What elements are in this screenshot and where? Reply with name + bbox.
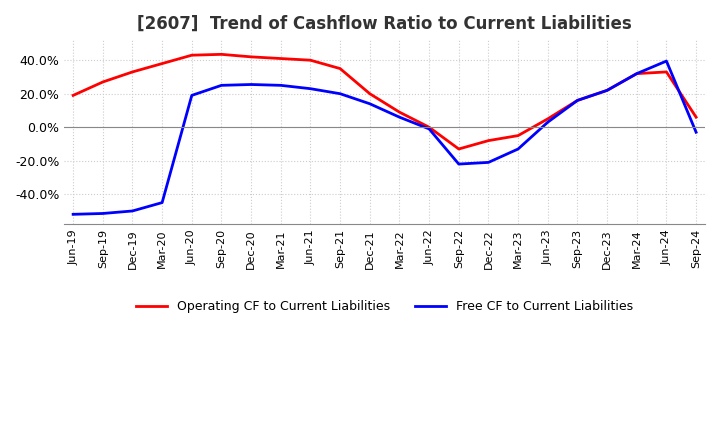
Free CF to Current Liabilities	[217, 83, 226, 88]
Free CF to Current Liabilities	[692, 130, 701, 135]
Operating CF to Current Liabilities	[128, 69, 137, 74]
Free CF to Current Liabilities	[662, 59, 671, 64]
Free CF to Current Liabilities	[366, 101, 374, 106]
Operating CF to Current Liabilities	[366, 91, 374, 96]
Free CF to Current Liabilities	[247, 82, 256, 87]
Operating CF to Current Liabilities	[603, 88, 611, 93]
Operating CF to Current Liabilities	[662, 69, 671, 74]
Free CF to Current Liabilities	[544, 120, 552, 125]
Operating CF to Current Liabilities	[544, 116, 552, 121]
Operating CF to Current Liabilities	[484, 138, 492, 143]
Free CF to Current Liabilities	[158, 200, 166, 205]
Free CF to Current Liabilities	[69, 212, 78, 217]
Free CF to Current Liabilities	[454, 161, 463, 167]
Operating CF to Current Liabilities	[425, 125, 433, 130]
Operating CF to Current Liabilities	[395, 110, 404, 115]
Title: [2607]  Trend of Cashflow Ratio to Current Liabilities: [2607] Trend of Cashflow Ratio to Curren…	[138, 15, 632, 33]
Free CF to Current Liabilities	[99, 211, 107, 216]
Operating CF to Current Liabilities	[187, 52, 196, 58]
Operating CF to Current Liabilities	[306, 58, 315, 63]
Legend: Operating CF to Current Liabilities, Free CF to Current Liabilities: Operating CF to Current Liabilities, Fre…	[131, 295, 639, 318]
Operating CF to Current Liabilities	[514, 133, 523, 138]
Free CF to Current Liabilities	[336, 91, 344, 96]
Operating CF to Current Liabilities	[69, 93, 78, 98]
Free CF to Current Liabilities	[395, 114, 404, 120]
Operating CF to Current Liabilities	[454, 147, 463, 152]
Free CF to Current Liabilities	[425, 126, 433, 132]
Free CF to Current Liabilities	[484, 160, 492, 165]
Operating CF to Current Liabilities	[158, 61, 166, 66]
Free CF to Current Liabilities	[306, 86, 315, 92]
Operating CF to Current Liabilities	[247, 54, 256, 59]
Operating CF to Current Liabilities	[336, 66, 344, 71]
Free CF to Current Liabilities	[187, 93, 196, 98]
Free CF to Current Liabilities	[632, 71, 641, 76]
Operating CF to Current Liabilities	[276, 56, 285, 61]
Free CF to Current Liabilities	[276, 83, 285, 88]
Operating CF to Current Liabilities	[217, 52, 226, 57]
Line: Operating CF to Current Liabilities: Operating CF to Current Liabilities	[73, 55, 696, 149]
Free CF to Current Liabilities	[603, 88, 611, 93]
Operating CF to Current Liabilities	[573, 98, 582, 103]
Free CF to Current Liabilities	[514, 147, 523, 152]
Line: Free CF to Current Liabilities: Free CF to Current Liabilities	[73, 61, 696, 214]
Free CF to Current Liabilities	[128, 208, 137, 213]
Operating CF to Current Liabilities	[692, 114, 701, 120]
Operating CF to Current Liabilities	[632, 71, 641, 76]
Operating CF to Current Liabilities	[99, 79, 107, 84]
Free CF to Current Liabilities	[573, 98, 582, 103]
